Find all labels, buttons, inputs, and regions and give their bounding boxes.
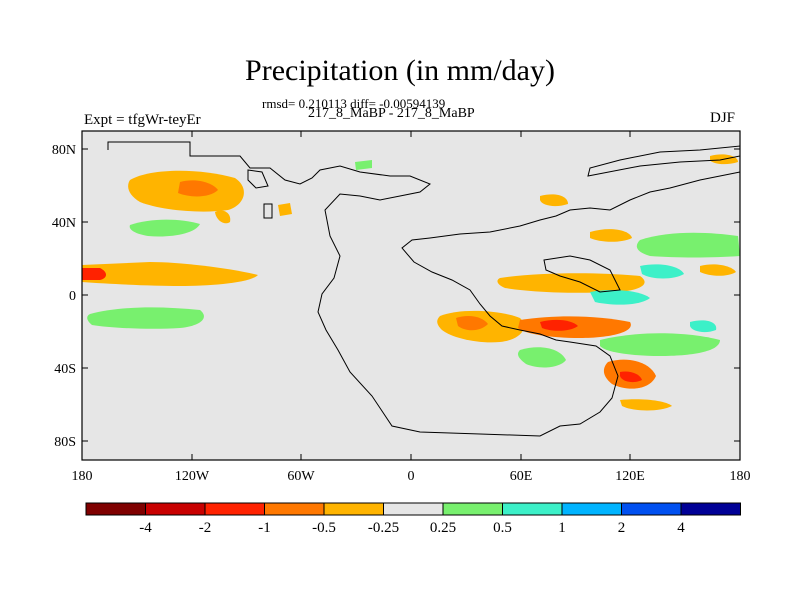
contour-green-south xyxy=(518,347,566,368)
contour-atlantic-small xyxy=(278,203,292,216)
colorbar-swatch xyxy=(145,502,206,516)
season-label: DJF xyxy=(710,110,736,126)
colorbar-swatch xyxy=(561,502,622,516)
rmsd-diff-text: rmsd= 0.210113 diff= -0.00594139 xyxy=(262,96,446,111)
colorbar-swatch xyxy=(383,502,444,516)
colorbar-label: -1 xyxy=(258,520,271,536)
colorbar-swatch xyxy=(502,502,563,516)
contour-equatorial-band xyxy=(82,262,258,286)
lon-label: 120W xyxy=(175,469,210,484)
island-outline-2 xyxy=(263,203,273,219)
lat-label: 40N xyxy=(52,216,76,231)
contour-southern-indian xyxy=(600,333,720,356)
lat-label: 80S xyxy=(54,435,76,450)
lat-label: 0 xyxy=(69,289,76,304)
lon-label: 120E xyxy=(615,469,645,484)
colorbar-label: -4 xyxy=(139,520,152,536)
map-title: Precipitation (in mm/day) xyxy=(245,54,555,87)
colorbar-label: 4 xyxy=(677,520,685,536)
lon-label: 60E xyxy=(510,469,533,484)
colorbar-label: 0.25 xyxy=(430,520,456,536)
colorbar-label: 0.5 xyxy=(493,520,512,536)
longitude-axis: 180 120W 60W 0 60E 120E 180 xyxy=(72,469,751,484)
latitude-axis: 80N 40N 0 40S 80S xyxy=(52,143,76,450)
experiment-label: Expt = tfgWr-teyEr xyxy=(84,112,201,128)
contour-cyan-patch xyxy=(590,290,650,305)
colorbar-swatch xyxy=(204,502,265,516)
colorbar-swatch xyxy=(680,502,741,516)
experiment-subtitle: 217_8_MaBP - 217_8_MaBP xyxy=(308,106,475,121)
contour-cyan-pacific xyxy=(640,264,684,279)
colorbar-label: 2 xyxy=(618,520,626,536)
pangaea-outline xyxy=(107,141,741,437)
lat-label: 80N xyxy=(52,143,76,158)
colorbar-labels: -4 -2 -1 -0.5 -0.25 0.25 0.5 1 2 4 xyxy=(139,520,685,536)
contour-pacific-east xyxy=(700,264,736,276)
contour-north-indian xyxy=(497,273,645,293)
lon-label: 180 xyxy=(730,469,751,484)
contour-asia-north xyxy=(540,194,568,207)
contour-north-pacific-core xyxy=(178,180,218,197)
tick-marks xyxy=(81,131,741,460)
contour-west-pacific xyxy=(636,232,740,258)
east-landmass-outline xyxy=(543,255,621,293)
contour-indian-central-core xyxy=(540,319,578,331)
colorbar-swatch xyxy=(264,502,325,516)
colorbar-label: -0.5 xyxy=(312,520,336,536)
contour-far-south xyxy=(620,399,672,411)
colorbar xyxy=(85,502,741,516)
lon-label: 0 xyxy=(408,469,415,484)
contour-south-pacific xyxy=(87,307,204,329)
contour-equatorial-core xyxy=(82,268,106,280)
colorbar-swatch xyxy=(621,502,682,516)
colorbar-label: -0.25 xyxy=(368,520,399,536)
colorbar-swatch xyxy=(442,502,503,516)
contour-australia-south-core xyxy=(620,371,642,383)
contour-asia-band xyxy=(590,229,632,242)
contour-green-pacific xyxy=(129,219,200,237)
colorbar-swatch xyxy=(85,502,146,516)
precipitation-contours xyxy=(82,154,740,411)
contour-atlantic-green xyxy=(355,160,372,170)
island-outline-1 xyxy=(247,169,269,189)
colorbar-label: -2 xyxy=(199,520,212,536)
contour-cyan-east xyxy=(690,320,717,333)
lon-label: 60W xyxy=(287,469,315,484)
colorbar-swatch xyxy=(323,502,384,516)
lat-label: 40S xyxy=(54,362,76,377)
contour-indian-west-core xyxy=(456,316,488,331)
lon-label: 180 xyxy=(72,469,93,484)
contour-pacific-small xyxy=(215,210,231,224)
colorbar-label: 1 xyxy=(558,520,566,536)
